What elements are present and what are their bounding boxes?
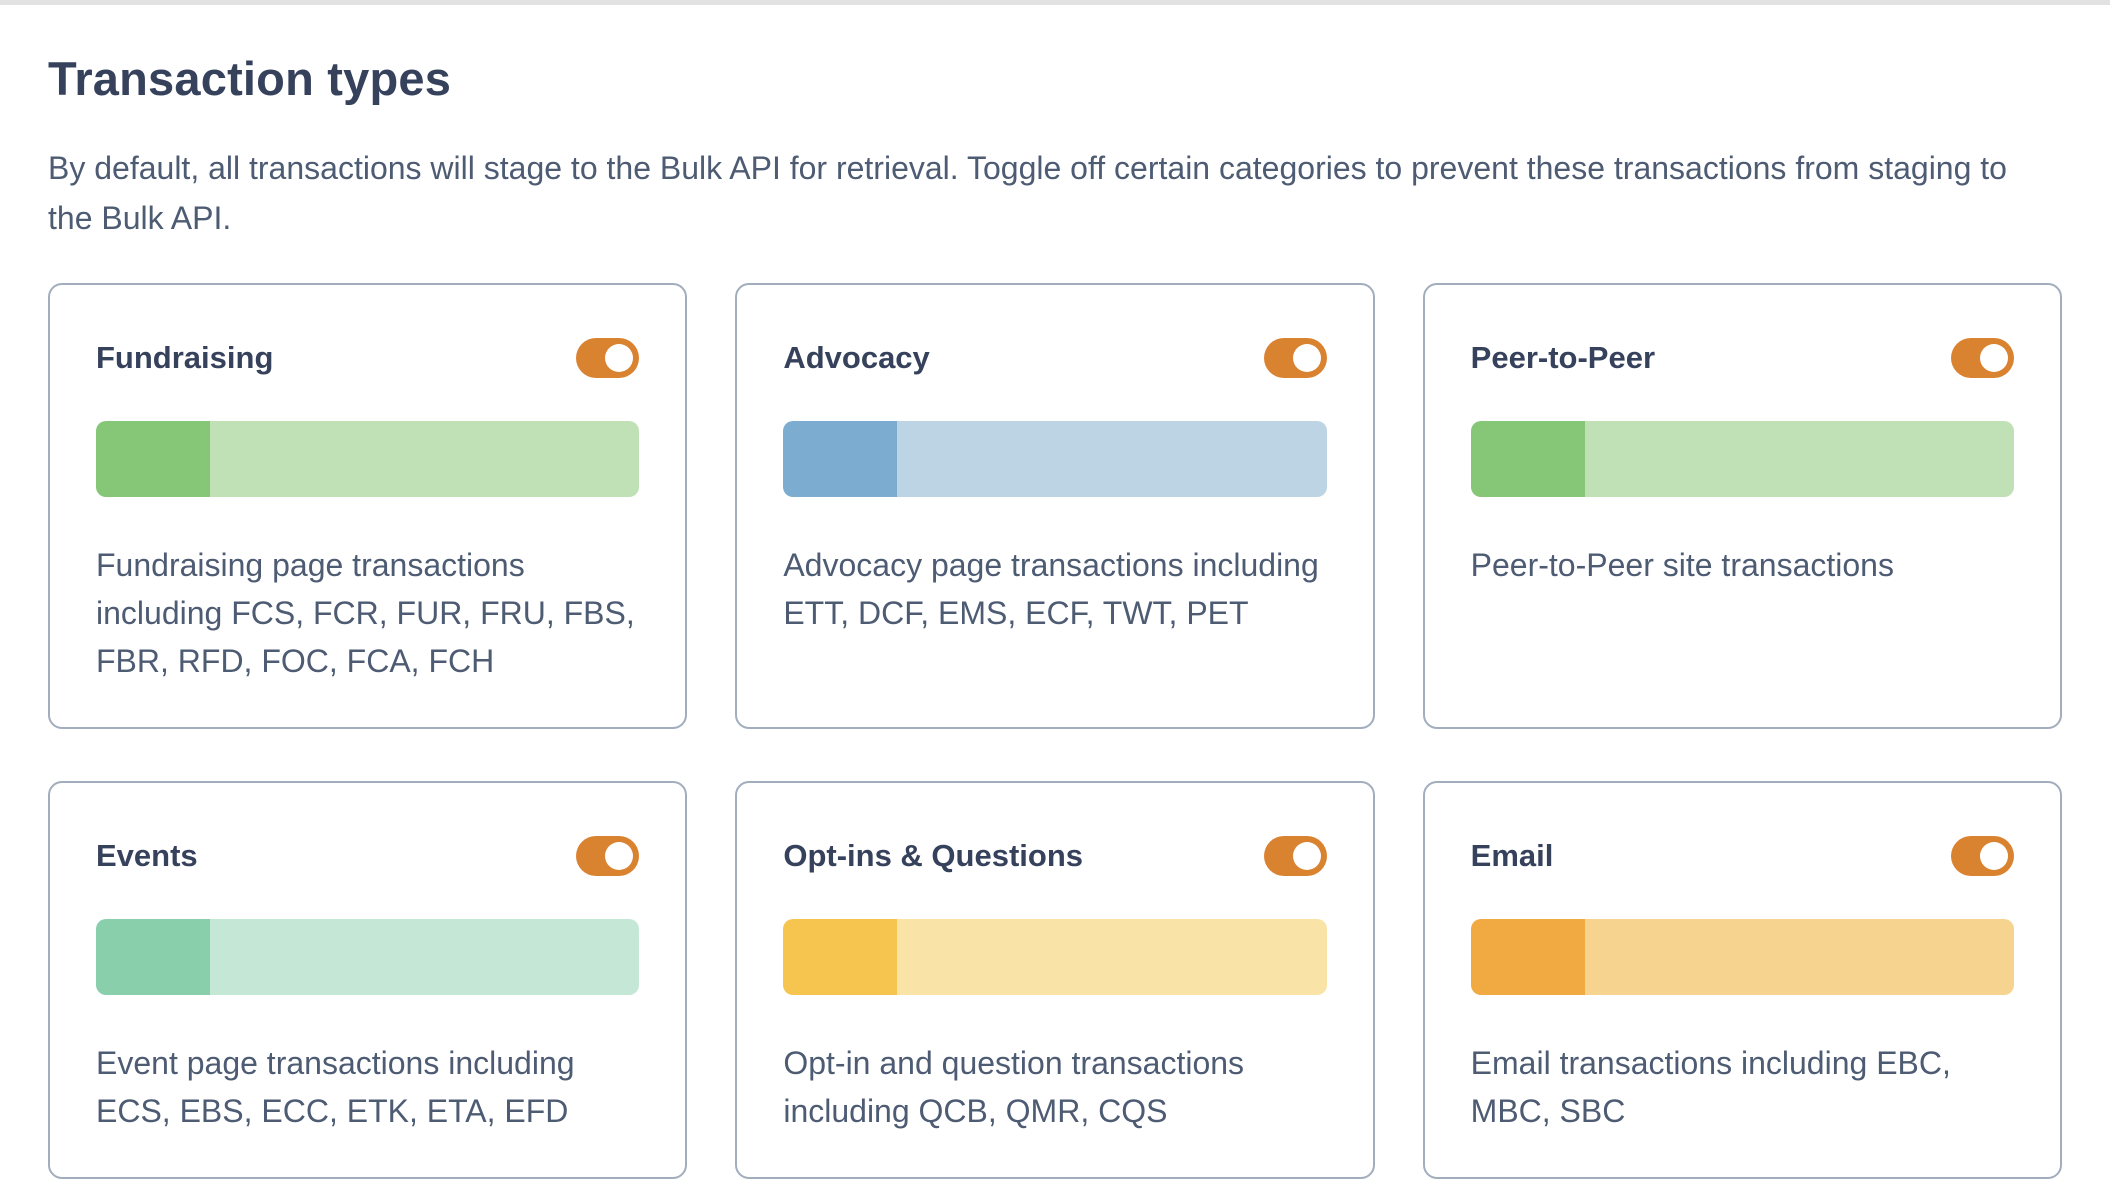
opt-ins-questions-color-bar	[783, 919, 1327, 995]
card-header: Peer-to-Peer	[1471, 337, 2014, 379]
email-toggle[interactable]	[1950, 836, 2014, 876]
toggle-knob-icon	[1292, 344, 1321, 372]
card-title-advocacy: Advocacy	[783, 340, 930, 375]
card-header: Opt-ins & Questions	[783, 835, 1327, 877]
page-description: By default, all transactions will stage …	[48, 150, 2007, 236]
transaction-category-grid: Fundraising Fundraising page transaction…	[48, 283, 2062, 1179]
card-description-opt-ins-questions: Opt-in and question transactions includi…	[783, 1045, 1245, 1129]
card-fundraising: Fundraising Fundraising page transaction…	[48, 283, 688, 729]
toggle-knob-icon	[1979, 842, 2008, 870]
email-color-bar-fill	[1470, 919, 1585, 995]
email-color-bar	[1470, 919, 2014, 995]
events-color-bar-fill	[96, 919, 211, 995]
card-header: Email	[1471, 835, 2014, 877]
card-opt-ins-questions: Opt-ins & Questions Opt-in and question …	[735, 781, 1375, 1179]
card-title-opt-ins-questions: Opt-ins & Questions	[783, 838, 1084, 873]
card-header: Events	[96, 835, 640, 877]
fundraising-toggle[interactable]	[576, 338, 640, 378]
card-header: Fundraising	[96, 337, 640, 379]
peer-to-peer-color-bar-fill	[1470, 421, 1585, 497]
card-peer-to-peer: Peer-to-Peer Peer-to-Peer site transacti…	[1422, 283, 2062, 729]
card-description-peer-to-peer: Peer-to-Peer site transactions	[1470, 547, 1894, 583]
card-title-events: Events	[96, 838, 198, 873]
peer-to-peer-toggle[interactable]	[1950, 338, 2014, 378]
fundraising-color-bar	[96, 421, 640, 497]
card-email: Email Email transactions including EBC, …	[1422, 781, 2062, 1179]
card-header: Advocacy	[783, 337, 1327, 379]
card-description-email: Email transactions including EBC, MBC, S…	[1470, 1045, 1951, 1129]
window-top-divider	[0, 0, 2110, 5]
fundraising-color-bar-fill	[96, 421, 211, 497]
card-title-email: Email	[1470, 838, 1554, 873]
opt-ins-questions-toggle[interactable]	[1263, 836, 1327, 876]
events-toggle[interactable]	[576, 836, 640, 876]
advocacy-toggle[interactable]	[1263, 338, 1327, 378]
toggle-knob-icon	[605, 842, 634, 870]
advocacy-color-bar	[783, 421, 1327, 497]
card-description-events: Event page transactions including ECS, E…	[96, 1045, 575, 1129]
advocacy-color-bar-fill	[783, 421, 898, 497]
card-advocacy: Advocacy Advocacy page transactions incl…	[735, 283, 1375, 729]
opt-ins-questions-color-bar-fill	[783, 919, 898, 995]
toggle-knob-icon	[605, 344, 634, 372]
toggle-knob-icon	[1292, 842, 1321, 870]
toggle-knob-icon	[1979, 344, 2008, 372]
transaction-types-settings-panel: Transaction types By default, all transa…	[0, 5, 2110, 1179]
card-description-advocacy: Advocacy page transactions including ETT…	[783, 547, 1319, 631]
card-title-peer-to-peer: Peer-to-Peer	[1470, 340, 1656, 375]
card-title-fundraising: Fundraising	[96, 340, 274, 375]
events-color-bar	[96, 919, 640, 995]
peer-to-peer-color-bar	[1470, 421, 2014, 497]
card-description-fundraising: Fundraising page transactions including …	[96, 547, 635, 679]
card-events: Events Event page transactions including…	[48, 781, 688, 1179]
page-title: Transaction types	[48, 52, 452, 105]
